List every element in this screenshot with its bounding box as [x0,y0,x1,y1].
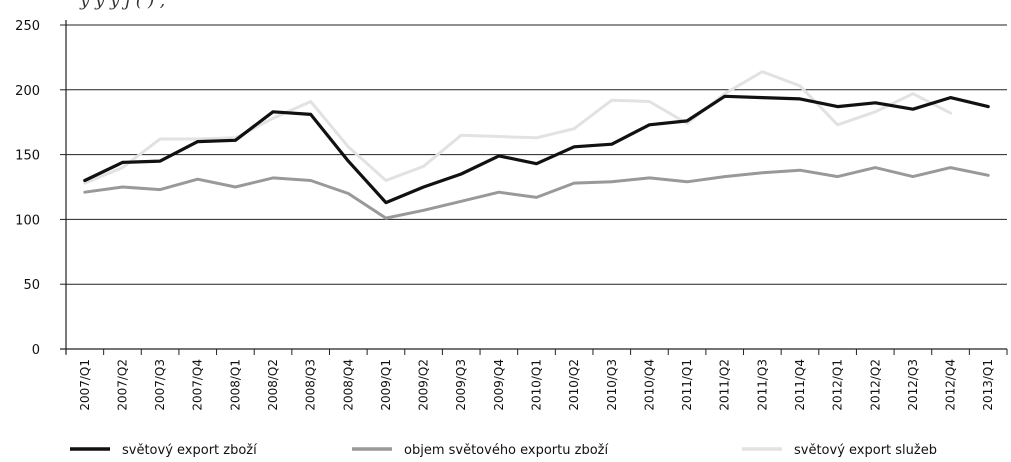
x-tick-label: 2012/Q1 [831,359,845,411]
x-tick-label: 2010/Q3 [605,359,619,411]
x-tick-label: 2009/Q4 [492,359,506,411]
x-tick-label: 2011/Q4 [793,359,807,411]
y-axis-tick-labels: 0 50 100 150 200 250 [15,19,40,358]
x-tick-label: 2011/Q3 [755,359,769,411]
x-tick-label: 2012/Q2 [868,359,882,411]
x-axis-tick-labels: 2007/Q1 2007/Q2 2007/Q3 2007/Q4 2008/Q1 2008/… [78,359,995,411]
x-tick-label: 2011/Q2 [718,359,732,411]
series-line-2 [83,166,990,220]
x-tick-label: 2008/Q1 [228,359,242,411]
axes [60,20,1008,355]
x-tick-label: 2008/Q2 [266,359,280,411]
grid-lines [66,24,1007,285]
x-tick-label: 2009/Q3 [454,359,468,411]
x-tick-label: 2007/Q2 [115,359,129,411]
series-lines [83,70,990,220]
legend-label-3: světový export služeb [794,443,937,458]
x-tick-label: 2008/Q3 [304,359,318,411]
x-tick-label: 2007/Q3 [153,359,167,411]
x-tick-label: 2012/Q4 [944,359,958,411]
x-tick-label: 2010/Q2 [567,359,581,411]
x-tick-label: 2007/Q4 [191,359,205,411]
x-tick-label: 2013/Q1 [981,359,995,411]
x-tick-label: 2009/Q2 [417,359,431,411]
x-tick-label: 2007/Q1 [78,359,92,411]
cropped-caption-text: y y y j ( ) , [80,0,166,11]
y-tick-label: 100 [15,213,40,228]
legend: světový export zboží objem světového expo… [70,443,937,458]
x-tick-label: 2009/Q1 [379,359,393,411]
x-tick-label: 2011/Q1 [680,359,694,411]
legend-label-1: světový export zboží [122,443,257,458]
y-tick-label: 0 [32,343,40,358]
series-line-1 [83,94,990,205]
series-line-3 [83,70,952,185]
y-tick-label: 250 [15,19,40,34]
y-tick-label: 150 [15,149,40,164]
x-tick-label: 2010/Q1 [530,359,544,411]
x-tick-label: 2010/Q4 [642,359,656,411]
legend-label-2: objem světového exportu zboží [404,443,608,458]
x-tick-label: 2012/Q3 [906,359,920,411]
y-tick-label: 50 [23,278,40,293]
x-tick-label: 2008/Q4 [341,359,355,411]
y-tick-label: 200 [15,84,40,99]
